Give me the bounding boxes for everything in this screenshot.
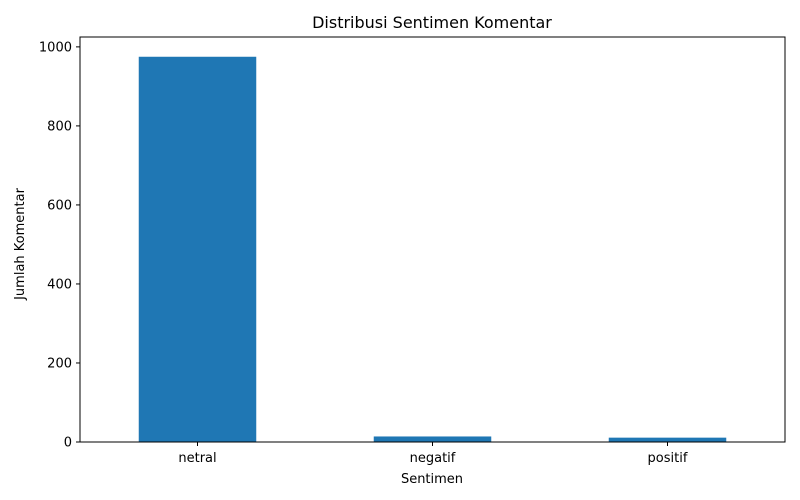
y-tick-label: 1000 [39, 40, 72, 55]
bar-netral [138, 56, 257, 442]
y-tick-label: 400 [47, 277, 72, 292]
x-tick-label: netral [178, 451, 216, 466]
plot-area: netral negatif positif 0 200 400 600 800 1000 [39, 36, 786, 466]
y-tick-label: 0 [64, 436, 72, 451]
x-tick-label: negatif [410, 451, 456, 466]
x-axis-label: Sentimen [401, 472, 463, 487]
y-axis-label: Jumlah Komentar [13, 187, 28, 300]
plot-frame [79, 36, 786, 443]
chart-title: Distribusi Sentimen Komentar [312, 13, 552, 32]
y-tick-label: 800 [47, 119, 72, 134]
bar-positif [608, 437, 727, 442]
bar-negatif [373, 436, 492, 442]
y-tick-label: 600 [47, 198, 72, 213]
y-tick-label: 200 [47, 356, 72, 371]
x-tick-label: positif [648, 451, 688, 466]
